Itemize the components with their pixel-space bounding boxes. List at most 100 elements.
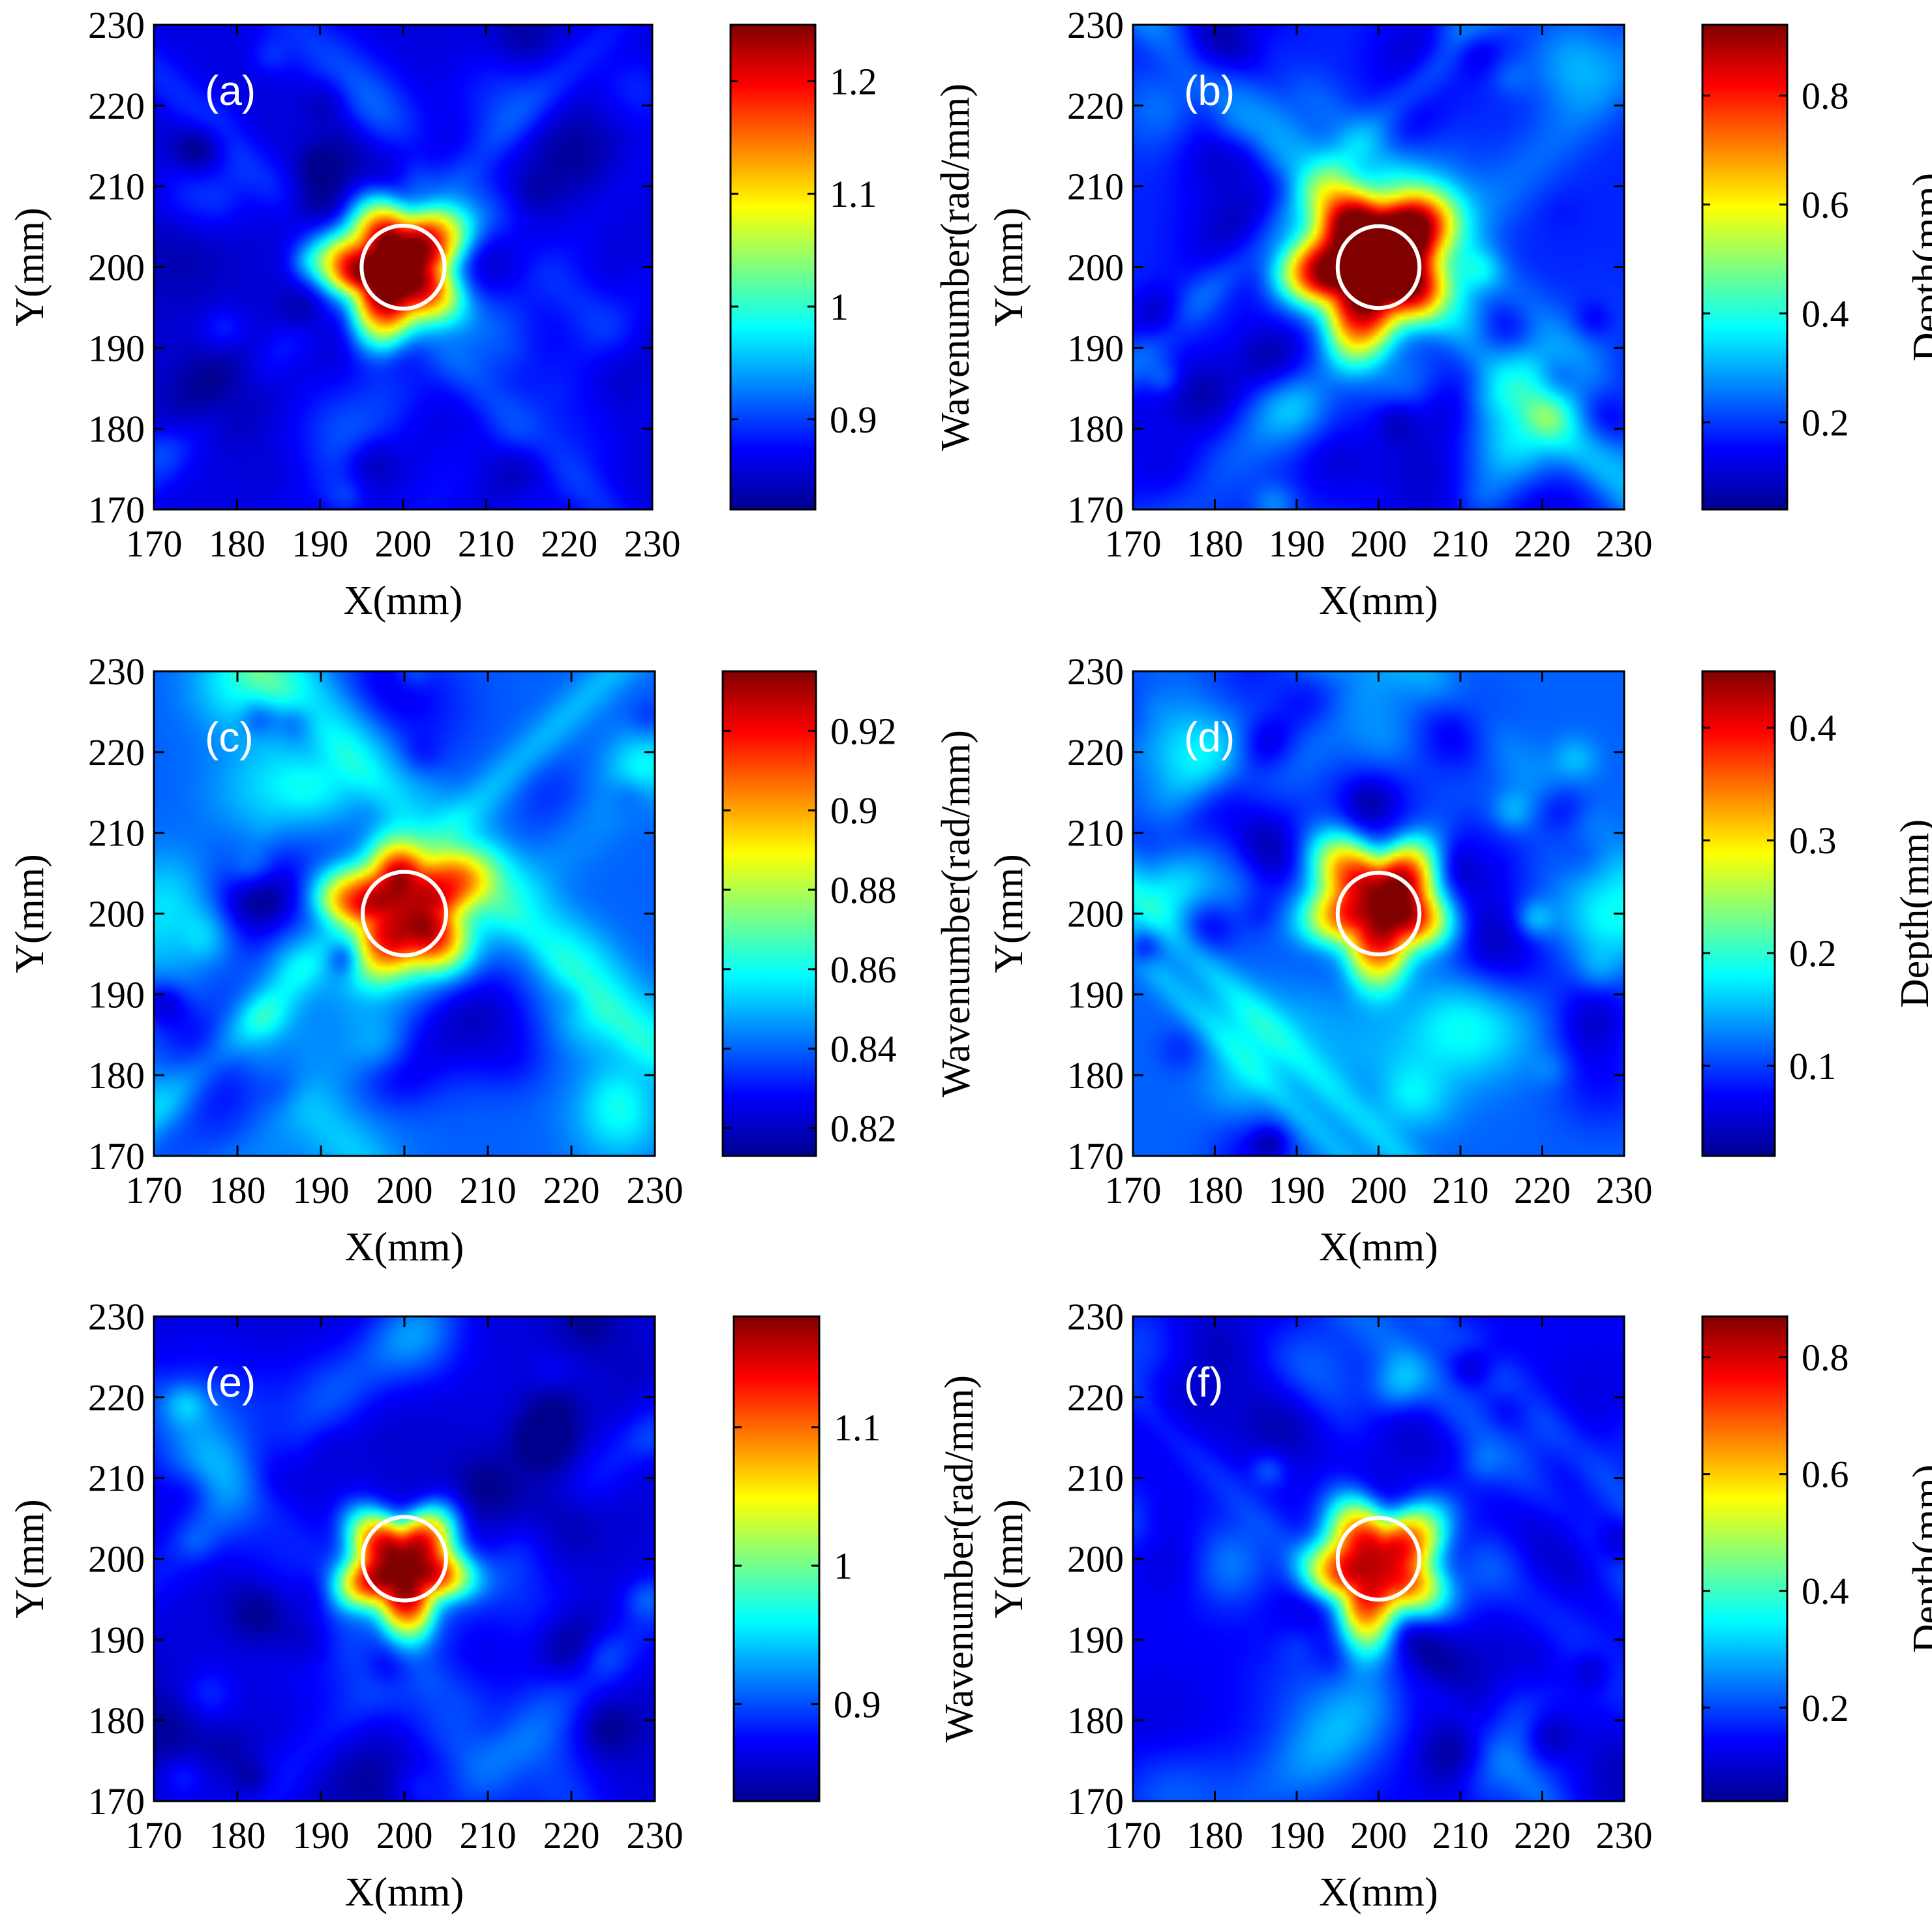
y-tick-label: 190 — [1067, 327, 1124, 369]
colorbar-frame — [732, 1315, 821, 1802]
panel-d: (d) 170 180 190 200 210 220 230 170 180 190 200 210 2… — [987, 650, 1932, 1269]
x-tick-label: 200 — [375, 523, 432, 565]
panel-label: (c) — [205, 714, 254, 761]
y-tick-label: 190 — [1067, 1618, 1124, 1661]
x-tick-label: 180 — [1186, 1169, 1243, 1211]
x-tick-label: 230 — [624, 523, 681, 565]
x-tick-label: 210 — [460, 1169, 517, 1211]
y-tick-label: 210 — [88, 1457, 145, 1500]
y-tick-label: 210 — [1067, 812, 1124, 855]
x-tick-label: 210 — [460, 1814, 517, 1857]
x-tick-label: 200 — [1350, 1814, 1407, 1857]
x-tick-label: 170 — [126, 523, 183, 565]
colorbar-tick-label: 0.88 — [830, 869, 897, 911]
x-axis-label: X(mm) — [345, 1225, 464, 1269]
y-tick-label: 180 — [88, 1699, 145, 1742]
heatmap-image — [154, 1316, 655, 1801]
y-tick-label: 190 — [88, 973, 145, 1016]
colorbar-tick-label: 1 — [830, 286, 849, 328]
x-tick-label: 170 — [1105, 1169, 1162, 1211]
y-tick-label: 220 — [88, 85, 145, 127]
colorbar-label: Depth(mm) — [1893, 819, 1932, 1008]
colorbar-tick-label: 0.9 — [830, 399, 877, 441]
y-tick-label: 220 — [88, 1376, 145, 1419]
heatmap-image — [154, 671, 655, 1156]
y-tick-label: 170 — [1067, 1135, 1124, 1177]
y-tick-label: 230 — [1067, 4, 1124, 46]
colorbar-label: Depth(mm) — [1905, 173, 1932, 361]
heatmap-image — [1133, 671, 1624, 1156]
colorbar-frame — [1701, 23, 1789, 511]
y-tick-label: 210 — [1067, 166, 1124, 208]
colorbar-label: Wavenumber(rad/mm) — [937, 1375, 982, 1742]
panel-label: (e) — [205, 1359, 256, 1406]
colorbar-frame — [1701, 670, 1776, 1157]
x-tick-label: 200 — [376, 1169, 433, 1211]
x-axis-label: X(mm) — [344, 579, 463, 623]
defect-circle — [1335, 224, 1422, 311]
y-tick-label: 170 — [88, 1135, 145, 1177]
y-tick-label: 230 — [88, 650, 145, 693]
y-tick-label: 200 — [88, 247, 145, 289]
x-tick-label: 210 — [1432, 1814, 1489, 1857]
x-tick-label: 200 — [1350, 523, 1407, 565]
colorbar-tick-label: 0.84 — [830, 1028, 897, 1070]
x-tick-label: 180 — [209, 1169, 266, 1211]
x-axis-label: X(mm) — [1319, 579, 1438, 623]
x-tick-label: 220 — [543, 1814, 600, 1857]
defect-circle — [1335, 1515, 1422, 1602]
defect-circle — [361, 1515, 448, 1603]
colorbar — [1702, 1316, 1787, 1801]
y-tick-label: 220 — [1067, 731, 1124, 774]
y-tick-label: 220 — [1067, 85, 1124, 127]
y-tick-label: 230 — [88, 1296, 145, 1338]
y-tick-label: 230 — [88, 4, 145, 46]
y-tick-label: 200 — [1067, 893, 1124, 935]
y-tick-label: 180 — [88, 408, 145, 450]
y-tick-label: 210 — [88, 812, 145, 855]
y-tick-label: 170 — [1067, 489, 1124, 531]
y-tick-label: 180 — [88, 1054, 145, 1097]
x-tick-label: 220 — [1514, 1814, 1571, 1857]
x-tick-label: 220 — [541, 523, 597, 565]
x-tick-label: 190 — [293, 1169, 350, 1211]
x-tick-label: 210 — [1432, 523, 1489, 565]
heatmap-image — [1133, 25, 1624, 509]
x-axis-label: X(mm) — [345, 1870, 464, 1915]
y-tick-label: 180 — [1067, 1699, 1124, 1742]
x-tick-label: 210 — [458, 523, 515, 565]
y-tick-label: 200 — [1067, 1538, 1124, 1581]
colorbar — [723, 671, 816, 1156]
defect-circle — [1335, 870, 1422, 957]
x-tick-label: 190 — [292, 523, 348, 565]
x-tick-label: 220 — [543, 1169, 600, 1211]
y-tick-label: 180 — [1067, 1054, 1124, 1097]
colorbar-frame — [721, 670, 817, 1157]
colorbar — [1702, 671, 1775, 1156]
colorbar-label: Wavenumber(rad/mm) — [933, 83, 978, 451]
y-tick-label: 200 — [88, 893, 145, 935]
x-tick-label: 180 — [1186, 1814, 1243, 1857]
x-tick-label: 230 — [627, 1169, 684, 1211]
y-tick-label: 220 — [1067, 1376, 1124, 1419]
defect-circle — [361, 870, 448, 958]
panel-a: (a) 170 180 190 200 210 220 230 170 180 190 200 210 2… — [8, 4, 978, 623]
x-tick-label: 180 — [209, 523, 265, 565]
y-tick-label: 230 — [1067, 650, 1124, 693]
y-tick-label: 200 — [88, 1538, 145, 1581]
x-tick-label: 230 — [1596, 1814, 1653, 1857]
y-tick-label: 210 — [1067, 1457, 1124, 1500]
x-tick-label: 190 — [1269, 1814, 1325, 1857]
y-axis-label: Y(mm) — [8, 1499, 52, 1618]
colorbar-tick-label: 0.4 — [1789, 706, 1837, 749]
colorbar — [1702, 25, 1787, 509]
x-tick-label: 170 — [126, 1814, 183, 1857]
panel-label: (d) — [1184, 714, 1235, 761]
x-tick-label: 170 — [126, 1169, 183, 1211]
panel-label: (b) — [1184, 67, 1235, 114]
colorbar-tick-label: 0.1 — [1789, 1045, 1837, 1087]
colorbar-tick-label: 0.8 — [1802, 1337, 1849, 1379]
x-tick-label: 180 — [209, 1814, 266, 1857]
colorbar-tick-label: 0.2 — [1789, 932, 1837, 975]
